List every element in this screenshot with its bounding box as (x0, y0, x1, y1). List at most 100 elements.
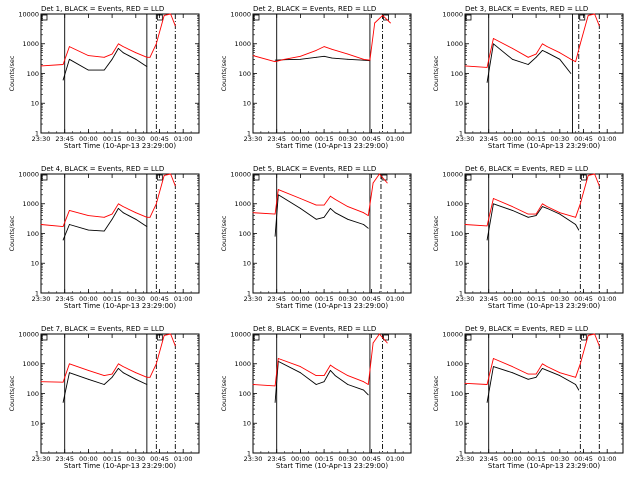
plot-9-series-0-point (575, 384, 576, 385)
plot-2-xlabel: Start Time (10-Apr-13 23:29:00) (276, 142, 388, 150)
plot-2-series-1-point (274, 61, 276, 63)
plot-2-series-0-point (315, 56, 317, 58)
plot-6-series-1-point (594, 173, 595, 175)
plot-7-series-0-point (118, 367, 119, 369)
plot-7-series-1-point (88, 369, 89, 371)
plot-3-series-1-point (542, 43, 543, 45)
plot-9-marker-square (465, 334, 472, 341)
plot-4-series-1-point (122, 206, 124, 208)
plot-5-ytick-label: 1 (247, 289, 251, 297)
plot-7-series-0-point (69, 372, 70, 374)
plot-3-series-1-point (493, 38, 494, 39)
plot-5-series-0-point (315, 218, 317, 220)
plot-9-series-1-point (512, 366, 513, 368)
plot-6-ylabel: Counts/sec (432, 215, 440, 251)
plot-4-series-1-point (103, 216, 105, 218)
plot-1-series-1-point (111, 53, 113, 55)
plot-9-series-0-point (486, 402, 488, 403)
plot-4-series-0-point (135, 218, 137, 220)
plot-7-xtick-label: 23:45 (55, 455, 74, 463)
plot-9-ytick-label: 10000 (442, 330, 463, 338)
plot-7-series-1-point (111, 373, 113, 375)
plot-3-series-1-point (486, 67, 488, 68)
plot-2-series-1-point (363, 58, 364, 60)
plot-1-series-1-point (170, 13, 171, 15)
plot-9-ylabel: Counts/sec (432, 375, 440, 411)
plot-2-series-0-point (331, 57, 333, 59)
plot-8-series-1-point (367, 384, 369, 385)
plot-5-xtick-label: 23:45 (267, 295, 286, 303)
plot-1-series-lld (40, 13, 176, 67)
plot-4-series-0-point (111, 218, 113, 220)
plot-8-series-events (274, 360, 369, 403)
plot-6-ytick-label: 100 (451, 230, 463, 238)
plot-8-xtick-label: 00:45 (362, 455, 381, 463)
plot-4-series-1-point (155, 203, 157, 205)
plot-1-series-1-point (135, 52, 137, 54)
plot-9-ytick-label: 100 (451, 390, 463, 398)
plot-6-marker-square (580, 174, 587, 181)
plot-9-series-1-point (464, 382, 466, 384)
plot-4-series-1-point (149, 216, 151, 218)
plot-8-series-0-point (347, 384, 349, 385)
plot-8-ytick-label: 100 (239, 390, 251, 398)
plot-9-series-1-point (493, 358, 494, 359)
plot-8-series-0-point (330, 369, 331, 371)
plot-5-xtick-label: 00:30 (338, 295, 357, 303)
plot-6-series-1-point (486, 225, 488, 227)
plot-5-series-1-point (315, 204, 317, 206)
plot-9-series-1-point (579, 363, 581, 365)
plot-5-series-1-point (330, 195, 331, 197)
plot-1-series-1-point (118, 43, 119, 45)
plot-4-series-0-point (146, 226, 148, 228)
plot-6-xtick-label: 23:45 (479, 295, 498, 303)
plot-3-series-0-point (546, 52, 548, 54)
plot-1-series-1-point (103, 56, 105, 58)
plot-7-series-0-point (103, 384, 105, 385)
plot-3-ytick-label: 10 (455, 100, 463, 108)
plot-7-ytick-label: 10000 (18, 330, 39, 338)
plot-1-xtick-label: 01:00 (174, 135, 193, 143)
plot-7-series-1-point (146, 376, 148, 378)
plot-5-series-1-point (379, 173, 380, 175)
plot-8-xtick-label: 23:45 (267, 455, 286, 463)
plot-4-series-1-point (174, 185, 176, 187)
plot-2-marker-square (253, 14, 260, 21)
plot-4-series-0-point (62, 239, 64, 241)
plot-7-marker-square (156, 334, 163, 341)
plot-4-series-1-point (62, 226, 64, 228)
plot-1-xtick-label: 00:15 (103, 135, 122, 143)
plot-5-series-1-point (274, 213, 276, 215)
plot-5-xtick-label: 01:00 (386, 295, 405, 303)
plot-6-series-0-point (486, 239, 488, 241)
plot-8-series-1-point (386, 342, 388, 344)
plot-1-series-1-point (163, 14, 165, 16)
plot-1-series-1-point (88, 55, 89, 56)
plot-7-series-1-point (163, 334, 165, 336)
plot-6-ytick-label: 10000 (442, 170, 463, 178)
plot-3-series-1-point (464, 65, 466, 67)
plot-1-series-1-point (149, 56, 151, 58)
plot-4-series-1-point (40, 224, 42, 225)
plot-8-xtick-label: 01:00 (386, 455, 405, 463)
plot-2-series-0-point (323, 55, 325, 57)
plot-6-xtick-label: 01:00 (598, 295, 617, 303)
plot-1-series-1-point (122, 46, 124, 48)
plot-6-xtick-label: 00:30 (550, 295, 569, 303)
plot-6-series-1-point (493, 198, 494, 199)
plot-3-series-1-point (598, 25, 600, 27)
plot-1-ytick-label: 10 (31, 100, 39, 108)
plot-1-xtick-label: 00:00 (79, 135, 98, 143)
plot-1-ylabel: Counts/sec (8, 55, 16, 91)
plot-7-series-lld (40, 333, 176, 383)
plot-7-series-1-point (40, 381, 42, 383)
plot-2-series-1-point (252, 55, 254, 56)
plot-3-series-1-point (535, 53, 537, 55)
plot-4-ylabel: Counts/sec (8, 215, 16, 251)
plot-8-series-1-point (363, 381, 364, 383)
plot-2-series-0-point (363, 59, 364, 61)
plot-4-series-lld (40, 173, 176, 228)
plot-4-series-1-point (118, 203, 119, 205)
plot-8-series-1-point (315, 375, 317, 376)
plot-4-ytick-label: 10 (31, 260, 39, 268)
